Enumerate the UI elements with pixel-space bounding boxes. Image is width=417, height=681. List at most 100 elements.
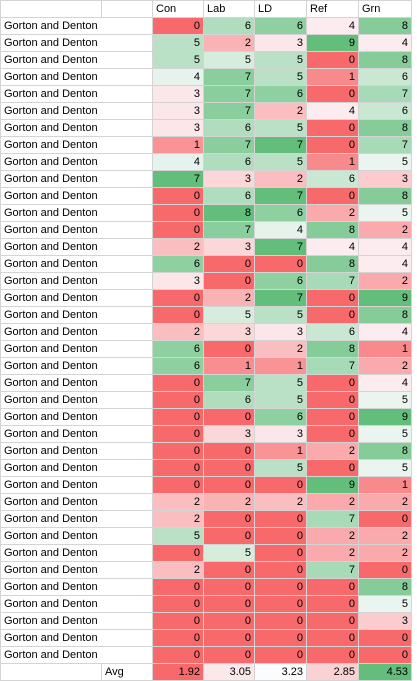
value-cell-lab[interactable]: 0: [203, 612, 255, 630]
value-cell-grn[interactable]: 7: [358, 136, 412, 154]
value-cell-lab[interactable]: 0: [203, 272, 255, 290]
value-cell-ref[interactable]: 4: [306, 102, 359, 120]
value-cell-con[interactable]: 2: [152, 493, 204, 511]
row-name-cell[interactable]: Gorton and Denton: [0, 646, 153, 664]
value-cell-con[interactable]: 4: [152, 153, 204, 171]
row-name-cell[interactable]: Gorton and Denton: [0, 595, 153, 613]
row-name-cell[interactable]: Gorton and Denton: [0, 153, 153, 171]
value-cell-grn[interactable]: 8: [358, 306, 412, 324]
value-cell-grn[interactable]: 5: [358, 204, 412, 222]
value-cell-lab[interactable]: 0: [203, 646, 255, 664]
value-cell-ref[interactable]: 2: [306, 527, 359, 545]
value-cell-lab[interactable]: 0: [203, 578, 255, 596]
value-cell-grn[interactable]: 8: [358, 119, 412, 137]
value-cell-lab[interactable]: 2: [203, 493, 255, 511]
value-cell-con[interactable]: 2: [152, 510, 204, 528]
value-cell-ld[interactable]: 0: [254, 629, 307, 647]
value-cell-ref[interactable]: 0: [306, 119, 359, 137]
value-cell-ld[interactable]: 2: [254, 493, 307, 511]
row-name-cell[interactable]: Gorton and Denton: [0, 442, 153, 460]
row-name-cell[interactable]: Gorton and Denton: [0, 561, 153, 579]
value-cell-ld[interactable]: 5: [254, 68, 307, 86]
value-cell-lab[interactable]: 0: [203, 595, 255, 613]
row-name-cell[interactable]: Gorton and Denton: [0, 187, 153, 205]
value-cell-lab[interactable]: 2: [203, 34, 255, 52]
value-cell-grn[interactable]: 6: [358, 68, 412, 86]
value-cell-con[interactable]: 0: [152, 646, 204, 664]
value-cell-grn[interactable]: 9: [358, 408, 412, 426]
value-cell-ref[interactable]: 7: [306, 510, 359, 528]
value-cell-con[interactable]: 0: [152, 578, 204, 596]
value-cell-ld[interactable]: 2: [254, 340, 307, 358]
value-cell-ref[interactable]: 0: [306, 629, 359, 647]
value-cell-lab[interactable]: 0: [203, 629, 255, 647]
row-name-cell[interactable]: Gorton and Denton: [0, 170, 153, 188]
value-cell-con[interactable]: 0: [152, 17, 204, 35]
value-cell-ld[interactable]: 0: [254, 578, 307, 596]
value-cell-lab[interactable]: 0: [203, 340, 255, 358]
value-cell-ref[interactable]: 6: [306, 170, 359, 188]
row-name-cell[interactable]: Gorton and Denton: [0, 391, 153, 409]
row-name-cell[interactable]: Gorton and Denton: [0, 459, 153, 477]
value-cell-lab[interactable]: 0: [203, 255, 255, 273]
value-cell-con[interactable]: 3: [152, 119, 204, 137]
value-cell-lab[interactable]: 0: [203, 561, 255, 579]
value-cell-grn[interactable]: 8: [358, 578, 412, 596]
value-cell-con[interactable]: 6: [152, 357, 204, 375]
row-name-cell[interactable]: Gorton and Denton: [0, 493, 153, 511]
value-cell-con[interactable]: 1: [152, 136, 204, 154]
value-cell-grn[interactable]: 2: [358, 493, 412, 511]
value-cell-ref[interactable]: 4: [306, 17, 359, 35]
average-blank-cell[interactable]: [0, 663, 102, 681]
value-cell-ld[interactable]: 0: [254, 646, 307, 664]
value-cell-ref[interactable]: 9: [306, 476, 359, 494]
value-cell-ref[interactable]: 6: [306, 323, 359, 341]
value-cell-grn[interactable]: 4: [358, 255, 412, 273]
value-cell-ref[interactable]: 0: [306, 51, 359, 69]
value-cell-ref[interactable]: 0: [306, 595, 359, 613]
value-cell-lab[interactable]: 7: [203, 102, 255, 120]
value-cell-lab[interactable]: 3: [203, 170, 255, 188]
value-cell-ld[interactable]: 1: [254, 442, 307, 460]
value-cell-grn[interactable]: 5: [358, 459, 412, 477]
value-cell-ld[interactable]: 0: [254, 255, 307, 273]
value-cell-grn[interactable]: 4: [358, 323, 412, 341]
value-cell-ref[interactable]: 0: [306, 391, 359, 409]
value-cell-grn[interactable]: 2: [358, 272, 412, 290]
value-cell-ref[interactable]: 7: [306, 272, 359, 290]
row-name-cell[interactable]: Gorton and Denton: [0, 136, 153, 154]
value-cell-grn[interactable]: 6: [358, 102, 412, 120]
value-cell-con[interactable]: 5: [152, 527, 204, 545]
header-cell-name[interactable]: [0, 0, 102, 18]
value-cell-grn[interactable]: 5: [358, 391, 412, 409]
row-name-cell[interactable]: Gorton and Denton: [0, 544, 153, 562]
value-cell-ref[interactable]: 0: [306, 612, 359, 630]
row-name-cell[interactable]: Gorton and Denton: [0, 408, 153, 426]
value-cell-ld[interactable]: 6: [254, 17, 307, 35]
value-cell-con[interactable]: 0: [152, 204, 204, 222]
value-cell-lab[interactable]: 6: [203, 119, 255, 137]
average-cell-ref[interactable]: 2.85: [306, 663, 359, 681]
value-cell-ld[interactable]: 1: [254, 357, 307, 375]
row-name-cell[interactable]: Gorton and Denton: [0, 102, 153, 120]
row-name-cell[interactable]: Gorton and Denton: [0, 17, 153, 35]
header-cell-grn[interactable]: Grn: [358, 0, 412, 18]
row-name-cell[interactable]: Gorton and Denton: [0, 527, 153, 545]
value-cell-grn[interactable]: 0: [358, 629, 412, 647]
value-cell-grn[interactable]: 5: [358, 425, 412, 443]
row-name-cell[interactable]: Gorton and Denton: [0, 323, 153, 341]
value-cell-con[interactable]: 0: [152, 289, 204, 307]
value-cell-ld[interactable]: 5: [254, 374, 307, 392]
value-cell-grn[interactable]: 2: [358, 221, 412, 239]
value-cell-con[interactable]: 5: [152, 51, 204, 69]
header-cell-blank[interactable]: [101, 0, 153, 18]
row-name-cell[interactable]: Gorton and Denton: [0, 612, 153, 630]
value-cell-ref[interactable]: 8: [306, 340, 359, 358]
value-cell-con[interactable]: 2: [152, 323, 204, 341]
row-name-cell[interactable]: Gorton and Denton: [0, 85, 153, 103]
value-cell-ref[interactable]: 8: [306, 221, 359, 239]
value-cell-ld[interactable]: 5: [254, 459, 307, 477]
value-cell-ld[interactable]: 5: [254, 51, 307, 69]
value-cell-lab[interactable]: 0: [203, 510, 255, 528]
value-cell-con[interactable]: 0: [152, 408, 204, 426]
